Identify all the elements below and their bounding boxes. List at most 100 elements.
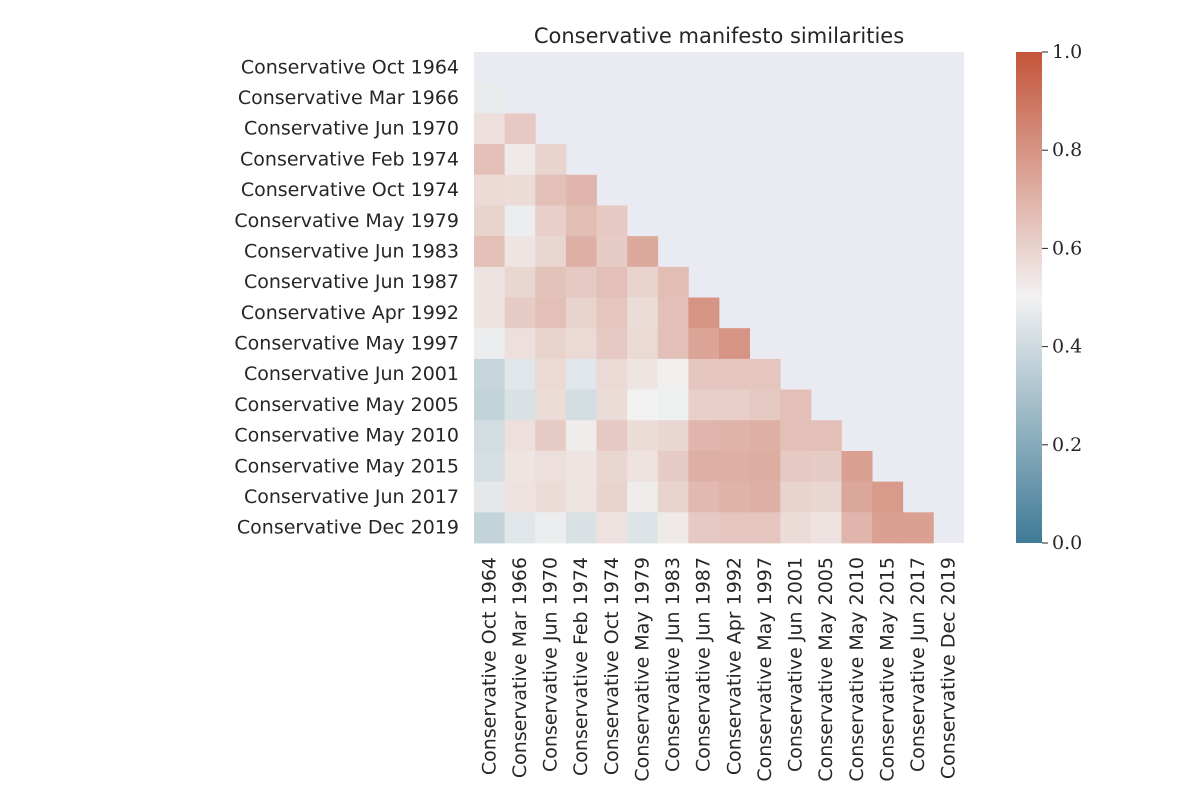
- heatmap-cell: [688, 389, 720, 421]
- heatmap-cell: [627, 236, 659, 268]
- heatmap-cell: [474, 205, 506, 237]
- x-tick-label: Conservative May 1997: [754, 557, 776, 782]
- x-tick-label: Conservative May 1979: [631, 557, 653, 782]
- heatmap-cell: [872, 481, 904, 513]
- heatmap-cell: [565, 297, 597, 329]
- heatmap-cell: [596, 358, 628, 390]
- heatmap-cell: [657, 266, 689, 298]
- heatmap-cell: [749, 389, 781, 421]
- colorbar-tick-label: 0.6: [1052, 237, 1082, 259]
- heatmap-cell: [565, 512, 597, 544]
- heatmap-cell: [535, 358, 567, 390]
- heatmap-cell: [657, 481, 689, 513]
- heatmap-cell: [719, 481, 751, 513]
- x-tick-label: Conservative Mar 1966: [509, 557, 531, 778]
- heatmap-cell: [565, 420, 597, 452]
- heatmap-cell: [504, 420, 536, 452]
- colorbar-tick-label: 1.0: [1052, 41, 1082, 63]
- x-tick-label: Conservative Jun 1970: [540, 557, 562, 772]
- heatmap-cell: [504, 328, 536, 360]
- heatmap-cell: [688, 297, 720, 329]
- heatmap-cell: [627, 358, 659, 390]
- heatmap-cell: [504, 144, 536, 176]
- heatmap-cell: [780, 512, 812, 544]
- heatmap-cell: [719, 328, 751, 360]
- x-tick-label: Conservative May 2015: [876, 557, 898, 782]
- heatmap-cell: [719, 389, 751, 421]
- x-tick-label: Conservative Dec 2019: [938, 557, 960, 779]
- heatmap-cell: [504, 481, 536, 513]
- heatmap-cell: [596, 420, 628, 452]
- heatmap-cell: [504, 236, 536, 268]
- heatmap-cell: [810, 450, 842, 483]
- chart-title: Conservative manifesto similarities: [534, 24, 904, 48]
- heatmap-cell: [749, 420, 781, 452]
- heatmap-cell: [657, 420, 689, 452]
- heatmap-cell: [504, 512, 536, 544]
- y-tick-label: Conservative Oct 1974: [241, 179, 459, 201]
- heatmap-cell: [596, 389, 628, 421]
- heatmap-cell: [535, 450, 567, 483]
- heatmap-cell: [565, 236, 597, 268]
- x-tick-label: Conservative Oct 1964: [478, 557, 500, 775]
- heatmap-cell: [719, 450, 751, 483]
- x-axis-tick-labels: Conservative Oct 1964 Conservative Mar 19…: [478, 557, 959, 782]
- heatmap-cell: [688, 481, 720, 513]
- y-tick-label: Conservative Oct 1964: [241, 56, 459, 78]
- heatmap-cell: [565, 450, 597, 483]
- x-tick-label: Conservative Apr 1992: [723, 557, 745, 775]
- heatmap-cell: [627, 450, 659, 483]
- heatmap-cell: [841, 481, 873, 513]
- heatmap-cell: [474, 512, 506, 544]
- y-tick-label: Conservative Dec 2019: [237, 517, 459, 539]
- y-tick-label: Conservative Jun 1987: [244, 271, 459, 293]
- heatmap-cell: [657, 389, 689, 421]
- heatmap-cell: [474, 358, 506, 390]
- x-tick-label: Conservative Jun 1987: [693, 557, 715, 772]
- heatmap-cell: [688, 420, 720, 452]
- heatmap-cell: [474, 450, 506, 483]
- heatmap-cell: [535, 205, 567, 237]
- heatmap-cell: [504, 266, 536, 298]
- heatmap-cell: [749, 512, 781, 544]
- heatmap-cell: [749, 481, 781, 513]
- heatmap-cell: [504, 113, 536, 145]
- heatmap-cell: [565, 481, 597, 513]
- heatmap-cell: [627, 389, 659, 421]
- heatmap-cell: [535, 389, 567, 421]
- heatmap-cell: [627, 512, 659, 544]
- heatmap-cell: [780, 389, 812, 421]
- colorbar-tick-label: 0.0: [1052, 532, 1082, 554]
- x-tick-label: Conservative Oct 1974: [601, 557, 623, 775]
- heatmap-cell: [627, 266, 659, 298]
- colorbar: [1016, 52, 1042, 543]
- heatmap-cell: [474, 82, 506, 114]
- heatmap-cell: [535, 481, 567, 513]
- heatmap-cell: [504, 174, 536, 206]
- heatmap-cell: [474, 174, 506, 206]
- heatmap-cell: [627, 297, 659, 329]
- colorbar-tick-label: 0.4: [1052, 336, 1082, 358]
- heatmap-cell: [719, 358, 751, 390]
- heatmap-cell: [535, 420, 567, 452]
- y-tick-label: Conservative Apr 1992: [241, 302, 459, 324]
- heatmap-cell: [627, 420, 659, 452]
- x-tick-label: Conservative Jun 1983: [662, 557, 684, 772]
- heatmap-cell: [719, 512, 751, 544]
- heatmap-cell: [596, 297, 628, 329]
- heatmap-cell: [627, 481, 659, 513]
- heatmap-cell: [504, 450, 536, 483]
- heatmap-cell: [810, 512, 842, 544]
- y-tick-label: Conservative Jun 1983: [244, 240, 459, 262]
- heatmap-cell: [657, 358, 689, 390]
- heatmap-cell: [780, 450, 812, 483]
- heatmap-cell: [596, 481, 628, 513]
- y-tick-label: Conservative Feb 1974: [240, 148, 459, 170]
- heatmap-cell: [474, 113, 506, 145]
- heatmap-cell: [504, 205, 536, 237]
- y-tick-label: Conservative May 2010: [234, 425, 459, 447]
- heatmap-cells: [474, 82, 934, 544]
- heatmap-cell: [688, 358, 720, 390]
- heatmap-cell: [657, 450, 689, 483]
